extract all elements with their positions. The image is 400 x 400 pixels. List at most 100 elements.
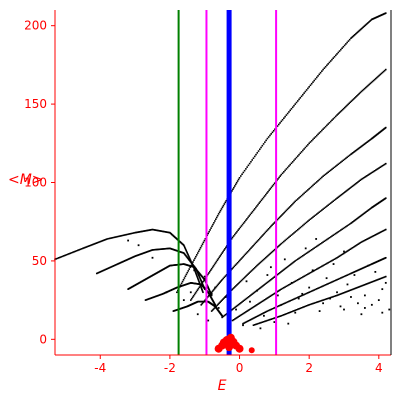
curve-point <box>350 272 352 275</box>
curve-point <box>236 180 239 182</box>
curve-point <box>220 208 223 210</box>
curve-point <box>346 104 348 107</box>
curve-point <box>285 238 288 241</box>
curve-point <box>286 301 289 303</box>
curve-point <box>326 298 328 300</box>
curve-point <box>290 263 292 266</box>
curve-point <box>178 286 181 288</box>
curve-point <box>331 119 333 122</box>
curve-point <box>319 300 322 302</box>
curve-point <box>342 45 345 48</box>
curve-point <box>122 234 125 237</box>
curve-point <box>304 222 307 225</box>
curve-point <box>194 271 197 273</box>
curve-point <box>110 237 112 239</box>
curve-point <box>360 241 363 243</box>
curve-point <box>345 274 347 277</box>
curve-point <box>380 165 383 168</box>
curve-point <box>338 255 341 258</box>
curve-point <box>211 266 214 269</box>
curve-point <box>66 253 69 256</box>
curve-point <box>276 218 279 221</box>
curve-point <box>328 121 331 124</box>
curve-point <box>279 122 281 124</box>
curve-point <box>318 300 321 303</box>
curve-point <box>340 277 342 279</box>
curve-point <box>384 68 387 71</box>
curve-point <box>312 138 314 141</box>
curve-point <box>199 278 202 280</box>
curve-point <box>247 319 250 322</box>
curve-point <box>362 26 365 28</box>
curve-point <box>337 51 340 54</box>
curve-point <box>363 266 366 269</box>
curve-point <box>333 116 336 119</box>
curve-point <box>196 275 198 278</box>
curve-point <box>130 232 133 235</box>
curve-point <box>337 256 339 258</box>
curve-point <box>256 240 259 242</box>
curve-point <box>108 267 110 269</box>
curve-point <box>115 263 118 266</box>
curve-point <box>256 304 258 306</box>
curve-point <box>199 285 202 287</box>
curve-point <box>302 306 304 309</box>
curve-point <box>305 252 308 255</box>
curve-point <box>225 246 227 249</box>
curve-point <box>269 188 272 190</box>
curve-point <box>342 192 345 194</box>
curve-point <box>315 268 318 270</box>
curve-point <box>259 261 262 264</box>
curve-point <box>267 254 269 257</box>
curve-point <box>293 298 295 300</box>
curve-point <box>307 292 309 294</box>
curve-point <box>313 183 316 186</box>
curve-point <box>352 98 355 100</box>
curve-point <box>332 234 335 237</box>
curve-point <box>233 185 236 187</box>
curve-point <box>347 103 349 106</box>
curve-point <box>106 267 109 270</box>
curve-point <box>290 205 292 207</box>
curve-point <box>95 272 98 275</box>
curve-point <box>71 251 74 254</box>
curve-point <box>224 247 226 250</box>
curve-point <box>195 290 198 293</box>
data-point <box>343 308 345 311</box>
curve-point <box>300 95 303 98</box>
curve-point <box>270 225 272 228</box>
curve-point <box>365 86 367 89</box>
curve-point <box>241 313 244 315</box>
curve-point <box>298 278 300 280</box>
curve-point <box>235 285 237 287</box>
curve-point <box>298 296 300 298</box>
curve-point <box>241 173 243 176</box>
curve-point <box>245 311 247 313</box>
curve-point <box>338 50 341 52</box>
curve-point <box>369 264 371 266</box>
curve-point <box>232 188 234 191</box>
curve-point <box>323 67 326 69</box>
curve-point <box>336 164 338 167</box>
curve-point <box>307 273 309 275</box>
highlight-point <box>219 338 228 347</box>
curve-point <box>212 265 215 267</box>
curve-point <box>272 129 275 132</box>
curve-point <box>219 255 222 257</box>
curve-point <box>278 176 280 179</box>
curve-point <box>370 236 373 238</box>
curve-point <box>218 256 221 259</box>
curve-point <box>302 294 304 296</box>
curve-point <box>321 129 323 132</box>
curve-point <box>286 284 289 287</box>
curve-point <box>377 278 379 281</box>
curve-point <box>341 276 343 279</box>
highlight-point <box>248 347 255 354</box>
curve-point <box>271 278 273 280</box>
curve-point <box>261 235 263 237</box>
curve-point <box>213 288 216 290</box>
curve-point <box>319 210 322 212</box>
curve-point <box>291 161 294 163</box>
curve-point <box>341 253 344 256</box>
curve-point <box>283 286 285 289</box>
